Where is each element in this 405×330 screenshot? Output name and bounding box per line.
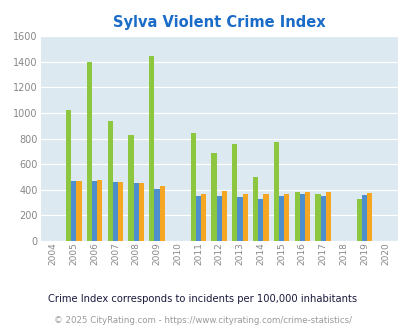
Bar xyxy=(87,62,92,241)
Text: © 2025 CityRating.com - https://www.cityrating.com/crime-statistics/: © 2025 CityRating.com - https://www.city… xyxy=(54,316,351,325)
Bar xyxy=(299,194,304,241)
Bar xyxy=(294,192,299,241)
Bar xyxy=(320,195,325,241)
Bar xyxy=(200,194,206,241)
Bar xyxy=(252,177,258,241)
Bar xyxy=(113,182,118,241)
Bar xyxy=(325,192,330,241)
Bar xyxy=(149,56,154,241)
Bar xyxy=(263,194,268,241)
Bar xyxy=(232,144,237,241)
Bar xyxy=(128,135,133,241)
Bar xyxy=(367,193,371,241)
Bar xyxy=(159,186,164,241)
Bar xyxy=(315,194,320,241)
Bar xyxy=(66,111,71,241)
Bar xyxy=(216,195,221,241)
Bar xyxy=(71,181,76,241)
Bar xyxy=(237,197,242,241)
Bar xyxy=(242,194,247,241)
Bar xyxy=(273,142,278,241)
Bar xyxy=(361,195,367,241)
Bar xyxy=(211,153,216,241)
Bar xyxy=(304,192,309,241)
Bar xyxy=(190,133,195,241)
Bar xyxy=(221,191,226,241)
Bar xyxy=(154,189,159,241)
Bar xyxy=(118,182,123,241)
Bar xyxy=(139,183,144,241)
Bar xyxy=(76,181,81,241)
Bar xyxy=(107,121,113,241)
Bar xyxy=(92,181,97,241)
Bar xyxy=(97,180,102,241)
Bar xyxy=(284,194,289,241)
Bar xyxy=(258,199,263,241)
Title: Sylva Violent Crime Index: Sylva Violent Crime Index xyxy=(113,15,325,30)
Bar xyxy=(133,183,139,241)
Bar xyxy=(195,195,200,241)
Bar xyxy=(278,196,284,241)
Text: Crime Index corresponds to incidents per 100,000 inhabitants: Crime Index corresponds to incidents per… xyxy=(48,294,357,304)
Bar xyxy=(356,199,361,241)
